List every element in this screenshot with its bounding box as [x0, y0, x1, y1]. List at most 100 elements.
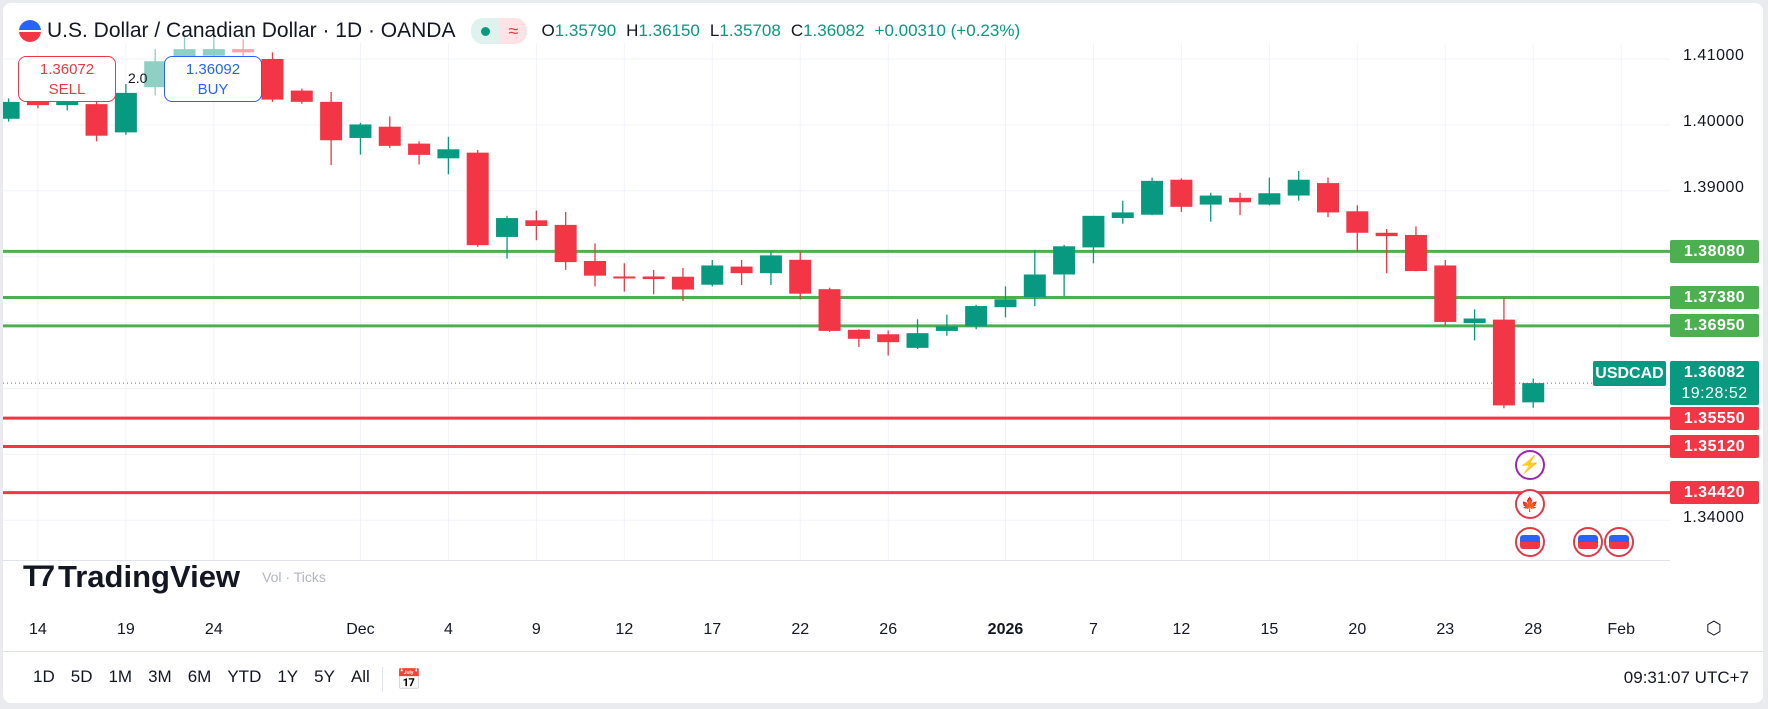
candle [818, 287, 841, 332]
candle [290, 88, 313, 104]
candle-body [1522, 383, 1545, 403]
symbol-header: U.S. Dollar / Canadian Dollar · 1D · OAN… [19, 17, 1020, 45]
clock[interactable]: 09:31:07 UTC+7 [1623, 668, 1749, 687]
tradingview-logo[interactable]: T7 TradingView Vol · Ticks [23, 559, 326, 595]
candle [1492, 297, 1515, 409]
candle-body [554, 224, 577, 263]
candle [759, 251, 782, 286]
range-6m[interactable]: 6M [187, 667, 212, 686]
price-tick: 1.34000 [1683, 509, 1745, 526]
pane-separator [3, 560, 1670, 561]
buy-button[interactable]: 1.36092 BUY [164, 56, 262, 102]
tv-logo-icon: T7 [23, 560, 55, 593]
candle-body [1434, 265, 1457, 322]
level-label[interactable]: 1.38080 [1670, 239, 1759, 263]
candle [408, 141, 431, 165]
level-label[interactable]: 1.35120 [1670, 434, 1759, 458]
candle [437, 136, 460, 175]
candle [320, 91, 343, 166]
candle [1404, 226, 1427, 272]
candle [642, 269, 665, 295]
candle [994, 286, 1017, 318]
range-3m[interactable]: 3M [148, 667, 172, 686]
candle [1082, 215, 1105, 264]
go-to-date-icon[interactable]: 📅 [381, 667, 430, 692]
toolbar-divider [3, 651, 1763, 652]
time-tick: 28 [1524, 621, 1543, 638]
candle [466, 149, 489, 247]
candle-body [525, 220, 548, 226]
candle-body [906, 333, 929, 348]
chart-window: U.S. Dollar / Canadian Dollar · 1D · OAN… [3, 3, 1763, 703]
sell-button[interactable]: 1.36072 SELL [18, 56, 116, 102]
candle-body [671, 276, 694, 290]
candle [671, 267, 694, 301]
candle [877, 330, 900, 356]
time-tick: 22 [791, 621, 810, 638]
time-tick: 4 [443, 621, 453, 638]
delayed-data-icon: ≈ [499, 18, 528, 44]
candle-body [1287, 179, 1310, 196]
time-tick: Feb [1607, 621, 1635, 638]
candle [496, 215, 519, 259]
symbol-title[interactable]: U.S. Dollar / Canadian Dollar · 1D · OAN… [47, 19, 456, 42]
sell-label: SELL [48, 81, 86, 98]
candle [85, 98, 108, 142]
time-tick: 20 [1348, 621, 1367, 638]
us-flag-icon[interactable] [1604, 527, 1634, 557]
current-price-label: 1.36082 19:28:52 [1670, 361, 1759, 405]
symbol-price-tag: USDCAD [1593, 361, 1666, 386]
candle-body [877, 334, 900, 343]
candle-body [26, 101, 49, 106]
candle-body [1317, 183, 1339, 213]
candle [1141, 177, 1164, 216]
candle-body [261, 59, 284, 100]
range-1y[interactable]: 1Y [277, 667, 299, 686]
level-label[interactable]: 1.35550 [1670, 406, 1759, 430]
price-tick: 1.39000 [1683, 179, 1745, 196]
range-5y[interactable]: 5Y [314, 667, 335, 686]
candle [1434, 259, 1457, 326]
candle [965, 304, 988, 330]
candle-body [701, 265, 724, 285]
settings-icon[interactable]: ⬡ [1706, 618, 1722, 638]
candle [3, 98, 20, 122]
time-tick: 12 [615, 621, 634, 638]
candle-body [1170, 179, 1193, 207]
range-all[interactable]: All [350, 667, 370, 686]
candle-body [56, 101, 79, 106]
candle [935, 314, 958, 336]
candle [584, 243, 606, 287]
candle [349, 122, 372, 155]
candle-body [320, 101, 343, 141]
candle-body [789, 259, 812, 294]
candle-body [202, 49, 225, 56]
candle [1199, 192, 1222, 222]
level-label[interactable]: 1.37380 [1670, 286, 1759, 310]
time-tick: Dec [346, 621, 375, 638]
candle-body [1141, 180, 1164, 215]
price-chart[interactable] [3, 3, 1670, 563]
market-status[interactable]: ≈ [471, 18, 528, 44]
level-label[interactable]: 1.36950 [1670, 314, 1759, 338]
candle-body [965, 306, 988, 327]
range-1m[interactable]: 1M [108, 667, 133, 686]
range-5d[interactable]: 5D [70, 667, 93, 686]
canada-flag-icon[interactable]: 🍁 [1515, 489, 1545, 519]
us-flag-icon[interactable] [1573, 527, 1603, 557]
candle [378, 116, 401, 148]
us-flag-icon[interactable] [1515, 527, 1545, 557]
range-ytd[interactable]: YTD [227, 667, 262, 686]
change-value: +0.00310 (+0.23%) [874, 21, 1021, 40]
candle-body [1463, 318, 1486, 324]
candle [1375, 229, 1398, 274]
level-label[interactable]: 1.34420 [1670, 481, 1759, 505]
ohlc-legend: O1.35790 H1.36150 L1.35708 C1.36082 +0.0… [541, 21, 1020, 41]
lightning-icon[interactable]: ⚡ [1515, 450, 1545, 480]
time-tick: 17 [703, 621, 722, 638]
range-1d[interactable]: 1D [33, 667, 55, 686]
time-tick: 2026 [987, 621, 1024, 638]
candle-body [466, 152, 489, 246]
candle [1522, 378, 1545, 408]
candle-body [349, 124, 372, 138]
